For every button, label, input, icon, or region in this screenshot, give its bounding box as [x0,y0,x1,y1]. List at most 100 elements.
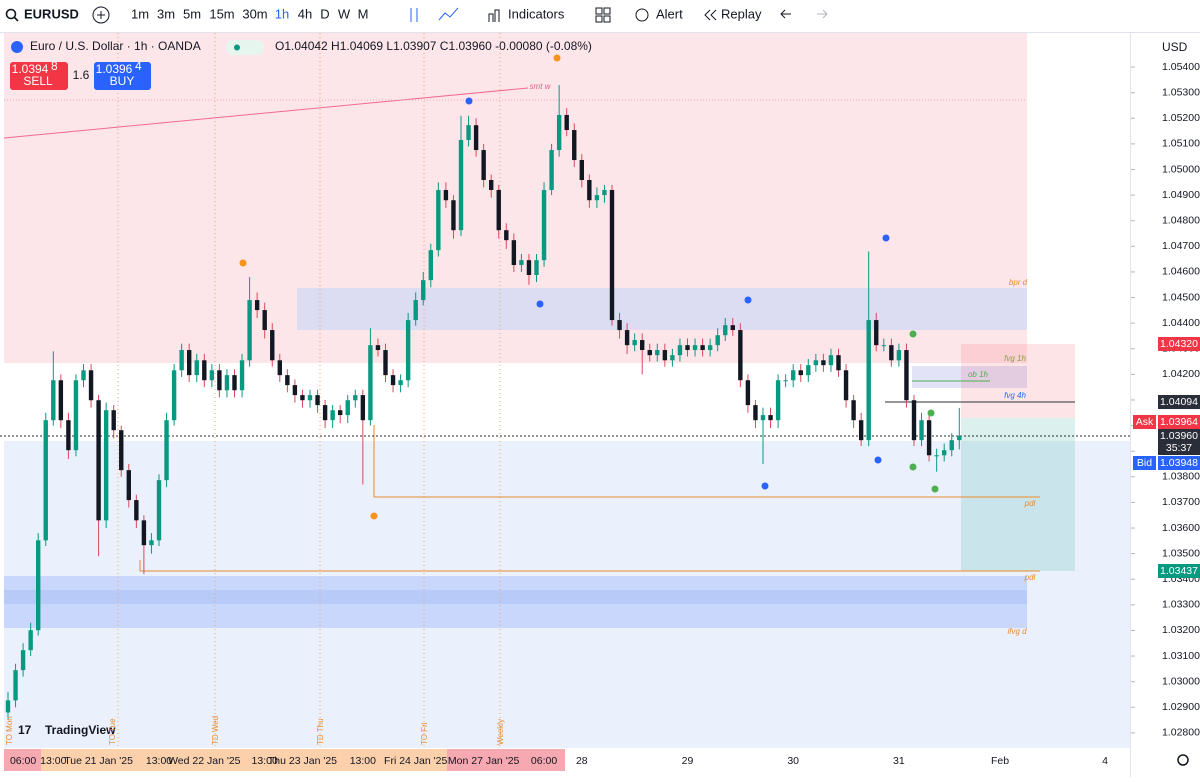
x-tick-label: 29 [682,755,694,767]
candle-body [866,320,871,441]
candles [5,84,962,721]
x-tick-label: Mon 27 Jan '25 [448,755,520,767]
add-symbol[interactable] [92,6,110,24]
y-tick-label: 1.04700 [1162,240,1200,252]
session-label: TO Tue [108,718,117,745]
annotation: ifvg d [1007,627,1027,636]
candle-body [602,189,607,196]
indicators-button[interactable]: Indicators [508,6,565,21]
x-tick-label: 13:00 [350,755,376,767]
redo-icon [817,9,828,19]
candle-body [481,150,486,180]
interval-button[interactable]: 4h [298,6,312,21]
candle-body [949,440,954,451]
candle-body [549,150,554,190]
y-tick-label: 1.04600 [1162,266,1200,278]
price-tag-label: 1.03960 [1160,430,1198,442]
symbol[interactable]: EURUSD [24,6,79,21]
candle-body [821,360,826,366]
interval-button[interactable]: 15m [209,6,234,21]
y-tick-label: 1.05000 [1162,163,1200,175]
y-tick-label: 1.03200 [1162,624,1200,636]
candle-body [36,540,41,631]
chart-type-icon[interactable] [410,7,459,22]
y-tick-label: 1.05200 [1162,112,1200,124]
candle-body [617,320,622,331]
pivot-dot [909,463,917,471]
candle-body [458,140,464,231]
settings-icon[interactable] [1177,754,1189,766]
candle-body [126,470,131,501]
session-label: TD Wed [211,716,220,745]
candle-body [957,435,962,441]
x-tick-label: 13:00 [252,755,278,767]
candle-body [141,520,147,546]
y-tick-label: 1.04400 [1162,317,1200,329]
layout-icon[interactable] [595,7,603,15]
layout-icon [603,7,611,15]
buy-label: BUY [110,74,135,88]
candle-body [791,370,796,381]
interval-button[interactable]: M [358,6,369,21]
candle-body [594,195,600,201]
y-tick-label: 1.02900 [1162,701,1200,713]
buy-button[interactable] [94,62,151,90]
candle-body [413,300,418,321]
market-status [234,44,240,51]
x-tick-label: 13:00 [40,755,66,767]
candle-body [398,380,403,386]
candle-body [292,385,298,396]
candle-body [707,345,713,351]
interval-button[interactable]: 30m [242,6,267,21]
y-tick-label: 1.03700 [1162,496,1200,508]
candle-body [587,179,592,201]
x-tick-label: 4 [1102,755,1108,767]
x-tick-label: Feb [991,755,1009,767]
candle-body [322,405,328,421]
replay-button[interactable]: Replay [721,6,762,21]
interval-button[interactable]: W [338,6,351,21]
logo: TradingView [45,723,116,737]
candle-body [330,410,335,421]
y-tick-label: 1.03800 [1162,471,1200,483]
candle-body [443,189,449,201]
candle-body [881,345,886,347]
search-icon[interactable] [5,8,17,20]
currency[interactable]: USD [1162,40,1188,54]
interval-button[interactable]: 1h [275,6,289,21]
interval-button[interactable]: 3m [157,6,175,21]
candle-body [700,345,705,351]
candle-body [307,395,313,401]
candle-body [345,400,350,416]
price-tag [1133,415,1156,429]
pivot-dot [553,54,561,62]
candle-body [315,395,320,406]
y-tick-label: 1.04800 [1162,214,1200,226]
candle-body [254,300,260,311]
candle-body [843,370,849,401]
candle-body [760,415,766,421]
candle-body [466,125,471,141]
candle-body [904,350,909,401]
session-label: TO Fri [420,722,429,745]
pdl-line [139,560,1040,572]
candle-body [504,230,509,241]
candle-body [723,325,728,336]
pdl-line [373,425,1040,498]
x-tick-label: Wed 22 Jan '25 [168,755,241,767]
y-tick-label: 1.05100 [1162,138,1200,150]
fvg-zone [912,366,1027,388]
sell-button[interactable] [10,62,68,90]
interval-button[interactable]: 1m [131,6,149,21]
annotation: pdl [1024,573,1036,582]
x-tick-label: Tue 21 Jan '25 [64,755,133,767]
candle-body [519,260,524,266]
candle-body [813,360,819,366]
candle-body [489,179,494,190]
interval-button[interactable]: 5m [183,6,201,21]
y-tick-label: 1.05400 [1162,61,1200,73]
alert-button[interactable]: Alert [656,6,683,21]
interval-button[interactable]: D [320,6,329,21]
candle-body [194,360,199,376]
candle-body [300,395,305,401]
